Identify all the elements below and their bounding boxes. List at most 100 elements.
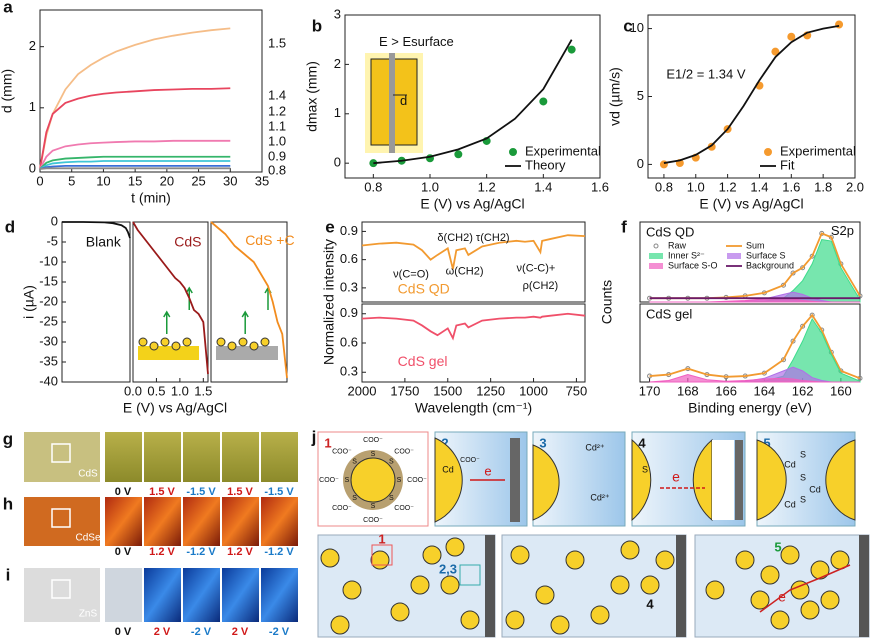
series-label: 1.0 xyxy=(268,133,286,148)
data-point xyxy=(809,312,815,318)
data-line xyxy=(39,87,231,170)
particle xyxy=(505,610,525,630)
x-tick-label: 162 xyxy=(792,383,814,398)
x-tick-label: 1750 xyxy=(390,383,419,398)
electrode xyxy=(216,346,278,360)
y-tick-label: -40 xyxy=(39,373,58,388)
panel-label: j xyxy=(311,427,317,446)
x-tick-label: 166 xyxy=(715,383,737,398)
y-tick-label: 2 xyxy=(334,56,341,71)
x-tick-label: 0 xyxy=(36,173,43,188)
photo xyxy=(183,432,220,482)
plot-frame xyxy=(39,9,263,173)
data-line xyxy=(663,24,840,164)
annotation: δ(CH2) τ(CH2) xyxy=(437,232,509,244)
sulfur-label: S xyxy=(800,494,806,504)
electrode xyxy=(676,535,686,637)
x-tick-label: 1.2 xyxy=(478,179,496,194)
x-tick-label: 1.6 xyxy=(591,179,609,194)
particle xyxy=(565,550,585,570)
particle xyxy=(810,560,830,580)
x-axis-label: E (V) vs Ag/AgCl xyxy=(123,400,227,416)
panel-label: e xyxy=(325,217,334,236)
y-tick-label: 0 xyxy=(334,155,341,170)
sample-label: CdS xyxy=(78,469,98,480)
y-tick-label: -25 xyxy=(39,313,58,328)
data-point xyxy=(790,270,796,276)
x-tick-label: 0.8 xyxy=(364,179,382,194)
x-tick-label: 750 xyxy=(566,383,588,398)
data-point xyxy=(567,45,576,54)
particle xyxy=(227,341,237,351)
data-point xyxy=(790,338,796,344)
particle xyxy=(750,590,770,610)
ion-label: Cd²⁺ xyxy=(585,442,605,452)
x-axis-label: Wavelength (cm⁻¹) xyxy=(415,400,532,416)
particle xyxy=(171,341,181,351)
annotation: ν(C-C)+ xyxy=(517,262,556,274)
y-tick-label: 2 xyxy=(29,38,36,53)
particle xyxy=(535,585,555,605)
x-tick-label: 0.8 xyxy=(655,179,673,194)
photo-main xyxy=(24,568,100,622)
y-axis-label: Counts xyxy=(599,280,615,324)
plot-frame xyxy=(361,221,586,303)
particle xyxy=(422,545,442,565)
photo-main xyxy=(24,432,100,482)
x-axis-label: t (min) xyxy=(131,190,171,206)
cadmium-label: Cd xyxy=(784,499,796,509)
peak-area xyxy=(649,317,861,383)
series-label: CdS +C xyxy=(245,232,294,248)
series-label: 0.9 xyxy=(268,148,286,163)
y-tick-label: 3 xyxy=(334,6,341,21)
particle-half xyxy=(631,438,652,522)
electrode xyxy=(859,535,869,637)
electron-path xyxy=(759,564,851,613)
cadmium-label: Cd xyxy=(784,459,796,469)
voltage-label: -1.2 V xyxy=(264,546,294,558)
data-point xyxy=(780,357,786,363)
y-tick-label: 0.6 xyxy=(340,334,358,349)
photo xyxy=(144,568,181,622)
y-tick-label: -10 xyxy=(39,253,58,268)
electrode xyxy=(485,535,495,637)
particle xyxy=(390,602,410,622)
peak-area xyxy=(649,374,860,383)
particle-half xyxy=(756,439,787,521)
ligand-label: COO⁻ xyxy=(363,437,383,444)
annotation: S2p xyxy=(831,223,854,238)
y-tick-label: 1 xyxy=(334,105,341,120)
electron-label: e xyxy=(778,589,786,605)
annotation: ρ(CH2) xyxy=(523,280,559,292)
x-tick-label: 5 xyxy=(68,173,75,188)
voltage-label: -1.5 V xyxy=(186,486,216,498)
photo xyxy=(183,497,220,546)
photo xyxy=(105,568,142,622)
plot-frame xyxy=(344,14,601,179)
x-tick-label: 1250 xyxy=(476,383,505,398)
ligand-label: COO⁻ xyxy=(394,449,414,456)
particle xyxy=(410,575,430,595)
x-tick-label: 0.5 xyxy=(147,383,165,398)
sulfur-label: S xyxy=(352,458,357,465)
x-tick-label: 1000 xyxy=(519,383,548,398)
annotation: E > Esurface xyxy=(379,34,454,49)
y-tick-label: -30 xyxy=(39,333,58,348)
particle-half xyxy=(692,438,713,522)
series-label: CdS gel xyxy=(398,353,448,369)
particle xyxy=(320,548,340,568)
particle xyxy=(550,615,570,635)
particle xyxy=(445,537,465,557)
series-label: 1.1 xyxy=(268,118,286,133)
data-line xyxy=(649,313,861,380)
data-line xyxy=(62,221,131,239)
y-tick-label: 0.3 xyxy=(340,279,358,294)
sample-label: ZnS xyxy=(79,609,98,620)
particle xyxy=(249,341,259,351)
y-tick-label: 0 xyxy=(637,156,644,171)
voltage-label: -2 V xyxy=(269,626,290,638)
legend-symbol xyxy=(649,263,663,269)
series-label: 1.4 xyxy=(268,87,286,102)
bottom-label: 5 xyxy=(774,539,781,554)
